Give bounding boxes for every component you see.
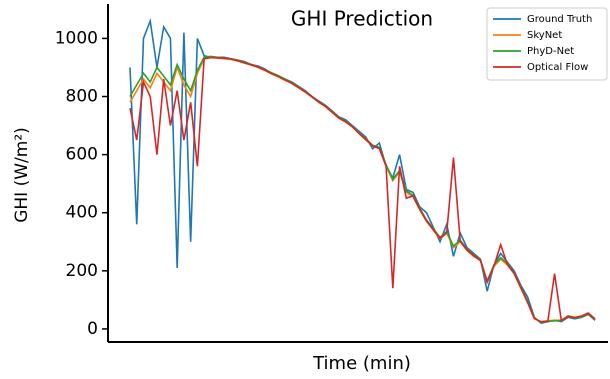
series-line bbox=[129, 56, 596, 323]
y-tick-label: 200 bbox=[66, 261, 98, 281]
y-tick-label: 800 bbox=[66, 87, 98, 107]
legend-label: SkyNet bbox=[527, 30, 562, 41]
y-tick-label: 400 bbox=[66, 203, 98, 223]
y-tick-label: 0 bbox=[87, 319, 98, 339]
y-tick-label: 1000 bbox=[55, 28, 98, 48]
legend bbox=[486, 7, 608, 81]
y-tick-label: 600 bbox=[66, 145, 98, 165]
y-axis-label: GHI (W/m²) bbox=[12, 127, 32, 223]
x-axis-label: Time (min) bbox=[312, 353, 411, 374]
legend-label: Optical Flow bbox=[527, 62, 588, 73]
series-line bbox=[129, 55, 596, 324]
chart-title: GHI Prediction bbox=[291, 7, 433, 31]
series-line bbox=[129, 56, 596, 323]
legend-label: Ground Truth bbox=[527, 14, 592, 25]
legend-label: PhyD-Net bbox=[527, 46, 574, 57]
